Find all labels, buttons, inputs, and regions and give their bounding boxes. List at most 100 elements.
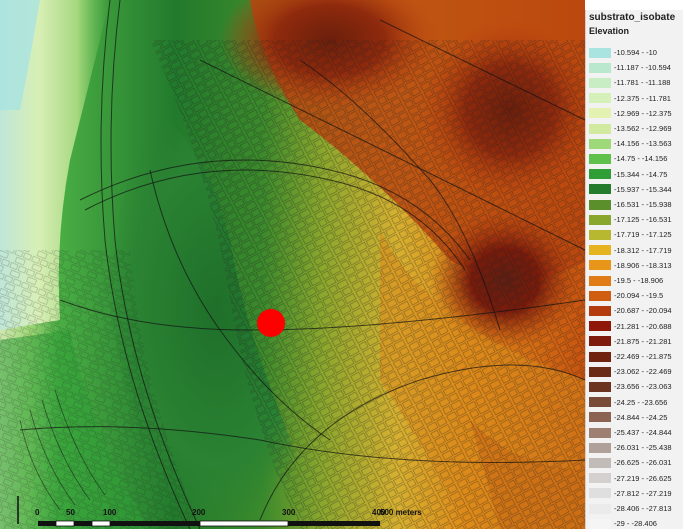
legend-label: -25.437 - -24.844 <box>614 428 672 437</box>
legend-swatch <box>589 47 611 58</box>
legend-item: -14.156 - -13.563 <box>589 137 672 150</box>
map-legend: substrato_isobate Elevation -10.594 - -1… <box>585 10 683 529</box>
legend-label: -17.719 - -17.125 <box>614 230 672 240</box>
legend-item: -16.531 - -15.938 <box>589 198 672 211</box>
scale-label: 0 <box>35 508 40 517</box>
legend-label: -18.312 - -17.719 <box>614 245 672 255</box>
scale-segment <box>74 521 92 526</box>
scale-label: 500 meters <box>380 508 422 517</box>
legend-swatch <box>589 153 611 164</box>
legend-item: -17.125 - -16.531 <box>589 213 672 226</box>
legend-item: -11.187 - -10.594 <box>589 61 671 74</box>
legend-swatch <box>589 245 611 256</box>
legend-item: -24.25 - -23.656 <box>589 396 667 409</box>
scale-bar <box>17 496 380 527</box>
legend-label: -14.156 - -13.563 <box>614 139 672 149</box>
legend-label: -10.594 - -10 <box>614 48 657 57</box>
legend-label: -12.375 - -11.781 <box>614 93 671 103</box>
legend-item: -17.719 - -17.125 <box>589 228 672 241</box>
legend-item: -13.562 - -12.969 <box>589 122 672 135</box>
legend-label: -23.656 - -23.063 <box>614 382 672 392</box>
legend-swatch <box>589 275 611 286</box>
legend-swatch <box>589 397 611 408</box>
legend-item: -20.094 - -19.5 <box>589 289 663 302</box>
legend-swatch <box>589 229 611 240</box>
legend-swatch <box>589 62 611 73</box>
scale-segment <box>288 521 378 526</box>
legend-swatch <box>589 427 611 438</box>
legend-item: -27.219 - -26.625 <box>589 472 672 485</box>
building-footprints-southwest <box>0 250 200 529</box>
scale-label: 400 <box>372 508 386 517</box>
legend-label: -29 - -28.406 <box>614 519 657 529</box>
legend-swatch <box>589 412 611 423</box>
legend-label: -22.469 - -21.875 <box>614 352 672 361</box>
legend-swatch <box>589 473 611 484</box>
legend-swatch <box>589 199 611 210</box>
legend-item: -11.781 - -11.188 <box>589 76 670 89</box>
legend-item: -10.594 - -10 <box>589 46 657 59</box>
curved-streets-southwest <box>19 389 106 511</box>
legend-label: -26.625 - -26.031 <box>614 458 672 468</box>
legend-swatch <box>589 123 611 134</box>
legend-swatch <box>589 138 611 149</box>
legend-label: -11.781 - -11.188 <box>614 78 671 88</box>
legend-item: -12.969 - -12.375 <box>589 107 672 120</box>
legend-swatch <box>589 77 611 88</box>
legend-label: -21.281 - -20.688 <box>614 321 672 331</box>
scale-label: 50 <box>66 508 75 517</box>
legend-swatch <box>589 321 611 332</box>
legend-swatch <box>589 381 611 392</box>
legend-item: -21.875 - -21.281 <box>589 335 672 348</box>
legend-label: -18.906 - -18.313 <box>614 260 672 270</box>
legend-item: -15.937 - -15.344 <box>589 183 672 196</box>
legend-label: -17.125 - -16.531 <box>614 215 672 225</box>
legend-label: -15.937 - -15.344 <box>614 184 672 194</box>
legend-label: -20.687 - -20.094 <box>614 306 672 316</box>
scale-segment <box>55 520 75 527</box>
legend-item: -26.031 - -25.438 <box>589 441 672 454</box>
legend-swatch <box>589 366 611 377</box>
legend-item: -21.281 - -20.688 <box>589 320 672 333</box>
legend-label: -16.531 - -15.938 <box>614 200 672 209</box>
legend-swatch <box>589 442 611 453</box>
legend-swatch <box>589 260 611 271</box>
legend-item: -14.75 - -14.156 <box>589 152 667 165</box>
legend-item: -28.406 - -27.813 <box>589 502 672 515</box>
legend-swatch <box>589 336 611 347</box>
legend-swatch <box>589 184 611 195</box>
legend-label: -11.187 - -10.594 <box>614 63 671 73</box>
legend-swatch <box>589 305 611 316</box>
legend-swatch <box>589 169 611 180</box>
legend-item: -26.625 - -26.031 <box>589 456 672 469</box>
legend-item: -23.656 - -23.063 <box>589 380 672 393</box>
legend-label: -27.812 - -27.219 <box>614 488 672 498</box>
legend-swatch <box>589 290 611 301</box>
legend-swatch <box>589 108 611 119</box>
location-marker[interactable] <box>257 309 285 337</box>
legend-subtitle: Elevation <box>589 26 630 36</box>
legend-item: -25.437 - -24.844 <box>589 426 672 439</box>
shallowest-zone <box>0 0 40 110</box>
building-footprints-east <box>150 40 585 529</box>
scale-segment <box>199 520 289 527</box>
legend-label: -15.344 - -14.75 <box>614 169 668 179</box>
legend-label: -28.406 - -27.813 <box>614 504 672 513</box>
legend-item: -20.687 - -20.094 <box>589 304 672 317</box>
legend-item: -27.812 - -27.219 <box>589 487 672 500</box>
legend-item: -15.344 - -14.75 <box>589 168 667 181</box>
legend-swatch <box>589 457 611 468</box>
legend-label: -20.094 - -19.5 <box>614 291 664 301</box>
road-network <box>19 0 586 529</box>
legend-item: -18.906 - -18.313 <box>589 259 672 272</box>
legend-label: -14.75 - -14.156 <box>614 154 668 164</box>
scale-label: 300 <box>282 508 296 517</box>
legend-item: -12.375 - -11.781 <box>589 92 671 105</box>
legend-label: -21.875 - -21.281 <box>614 336 672 346</box>
shallow-zone-west <box>0 0 110 330</box>
legend-label: -23.062 - -22.469 <box>614 367 672 377</box>
scale-label: 200 <box>192 508 206 517</box>
scale-segment <box>110 521 200 526</box>
legend-label: -13.562 - -12.969 <box>614 124 672 133</box>
